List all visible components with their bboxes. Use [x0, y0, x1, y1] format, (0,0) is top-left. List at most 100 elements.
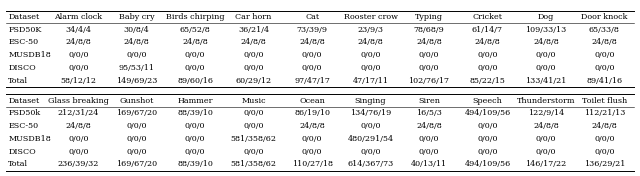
Text: 24/8/8: 24/8/8: [65, 122, 91, 130]
Text: 0/0/0: 0/0/0: [127, 148, 147, 156]
Text: Alarm clock: Alarm clock: [54, 13, 102, 21]
Text: 581/358/62: 581/358/62: [230, 135, 276, 143]
Text: 149/69/23: 149/69/23: [116, 77, 157, 85]
Text: 0/0/0: 0/0/0: [185, 148, 205, 156]
Text: 614/367/73: 614/367/73: [348, 160, 394, 168]
Text: 88/39/10: 88/39/10: [177, 160, 213, 168]
Text: 24/8/8: 24/8/8: [241, 39, 266, 46]
Text: 0/0/0: 0/0/0: [594, 64, 614, 72]
Text: 78/68/9: 78/68/9: [413, 26, 444, 34]
Text: 0/0/0: 0/0/0: [419, 135, 439, 143]
Text: Glass breaking: Glass breaking: [48, 97, 109, 105]
Text: 0/0/0: 0/0/0: [477, 148, 498, 156]
Text: MUSDB18: MUSDB18: [8, 135, 51, 143]
Text: ESC-50: ESC-50: [8, 122, 38, 130]
Text: 0/0/0: 0/0/0: [536, 64, 556, 72]
Text: 16/5/3: 16/5/3: [416, 109, 442, 117]
Text: 24/8/8: 24/8/8: [358, 39, 383, 46]
Text: 23/9/3: 23/9/3: [358, 26, 383, 34]
Text: 24/8/8: 24/8/8: [416, 122, 442, 130]
Text: 0/0/0: 0/0/0: [185, 135, 205, 143]
Text: 122/9/14: 122/9/14: [528, 109, 564, 117]
Text: DISCO: DISCO: [8, 64, 36, 72]
Text: 0/0/0: 0/0/0: [360, 51, 381, 59]
Text: 0/0/0: 0/0/0: [477, 64, 498, 72]
Text: Dataset: Dataset: [8, 13, 40, 21]
Text: Baby cry: Baby cry: [119, 13, 154, 21]
Text: 134/76/19: 134/76/19: [350, 109, 391, 117]
Text: 24/8/8: 24/8/8: [300, 39, 325, 46]
Text: 102/76/17: 102/76/17: [408, 77, 449, 85]
Text: Car horn: Car horn: [236, 13, 272, 21]
Text: 0/0/0: 0/0/0: [594, 51, 614, 59]
Text: 24/8/8: 24/8/8: [182, 39, 208, 46]
Text: 110/27/18: 110/27/18: [292, 160, 333, 168]
Text: 0/0/0: 0/0/0: [536, 51, 556, 59]
Text: 0/0/0: 0/0/0: [360, 148, 381, 156]
Text: Gunshot: Gunshot: [120, 97, 154, 105]
Text: FSD50K: FSD50K: [8, 26, 42, 34]
Text: 0/0/0: 0/0/0: [477, 122, 498, 130]
Text: 0/0/0: 0/0/0: [594, 135, 614, 143]
Text: 24/8/8: 24/8/8: [475, 39, 500, 46]
Text: 36/21/4: 36/21/4: [238, 26, 269, 34]
Text: 24/8/8: 24/8/8: [416, 39, 442, 46]
Text: 0/0/0: 0/0/0: [243, 148, 264, 156]
Text: 494/109/56: 494/109/56: [465, 109, 511, 117]
Text: Hammer: Hammer: [177, 97, 213, 105]
Text: 136/29/21: 136/29/21: [584, 160, 625, 168]
Text: Ocean: Ocean: [299, 97, 325, 105]
Text: 0/0/0: 0/0/0: [419, 64, 439, 72]
Text: 24/8/8: 24/8/8: [65, 39, 91, 46]
Text: 40/13/11: 40/13/11: [411, 160, 447, 168]
Text: 65/33/8: 65/33/8: [589, 26, 620, 34]
Text: 480/291/54: 480/291/54: [348, 135, 394, 143]
Text: 0/0/0: 0/0/0: [127, 122, 147, 130]
Text: Speech: Speech: [472, 97, 502, 105]
Text: Door knock: Door knock: [581, 13, 628, 21]
Text: Siren: Siren: [418, 97, 440, 105]
Text: 581/358/62: 581/358/62: [230, 160, 276, 168]
Text: 0/0/0: 0/0/0: [302, 51, 323, 59]
Text: 0/0/0: 0/0/0: [302, 135, 323, 143]
Text: 24/8/8: 24/8/8: [533, 122, 559, 130]
Text: Dog: Dog: [538, 13, 554, 21]
Text: Birds chirping: Birds chirping: [166, 13, 225, 21]
Text: 34/4/4: 34/4/4: [65, 26, 92, 34]
Text: Dataset: Dataset: [8, 97, 40, 105]
Text: 89/41/16: 89/41/16: [586, 77, 623, 85]
Text: 24/8/8: 24/8/8: [591, 39, 617, 46]
Text: 0/0/0: 0/0/0: [302, 64, 323, 72]
Text: 0/0/0: 0/0/0: [360, 122, 381, 130]
Text: 61/14/7: 61/14/7: [472, 26, 503, 34]
Text: 112/21/13: 112/21/13: [584, 109, 625, 117]
Text: Cricket: Cricket: [472, 13, 502, 21]
Text: 169/67/20: 169/67/20: [116, 160, 157, 168]
Text: 212/31/24: 212/31/24: [58, 109, 99, 117]
Text: 0/0/0: 0/0/0: [419, 148, 439, 156]
Text: 97/47/17: 97/47/17: [294, 77, 330, 85]
Text: Total: Total: [8, 77, 28, 85]
Text: DISCO: DISCO: [8, 148, 36, 156]
Text: Music: Music: [241, 97, 266, 105]
Text: 0/0/0: 0/0/0: [594, 148, 614, 156]
Text: 494/109/56: 494/109/56: [465, 160, 511, 168]
Text: 0/0/0: 0/0/0: [243, 51, 264, 59]
Text: 0/0/0: 0/0/0: [536, 148, 556, 156]
Text: 0/0/0: 0/0/0: [243, 64, 264, 72]
Text: 0/0/0: 0/0/0: [185, 64, 205, 72]
Text: 0/0/0: 0/0/0: [185, 122, 205, 130]
Text: 24/8/8: 24/8/8: [124, 39, 150, 46]
Text: 85/22/15: 85/22/15: [470, 77, 506, 85]
Text: 24/8/8: 24/8/8: [300, 122, 325, 130]
Text: 73/39/9: 73/39/9: [296, 26, 328, 34]
Text: 236/39/32: 236/39/32: [58, 160, 99, 168]
Text: 0/0/0: 0/0/0: [302, 148, 323, 156]
Text: 0/0/0: 0/0/0: [185, 51, 205, 59]
Text: 0/0/0: 0/0/0: [477, 135, 498, 143]
Text: 146/17/22: 146/17/22: [525, 160, 566, 168]
Text: 47/17/11: 47/17/11: [353, 77, 388, 85]
Text: 169/67/20: 169/67/20: [116, 109, 157, 117]
Text: 89/60/16: 89/60/16: [177, 77, 213, 85]
Text: 0/0/0: 0/0/0: [243, 109, 264, 117]
